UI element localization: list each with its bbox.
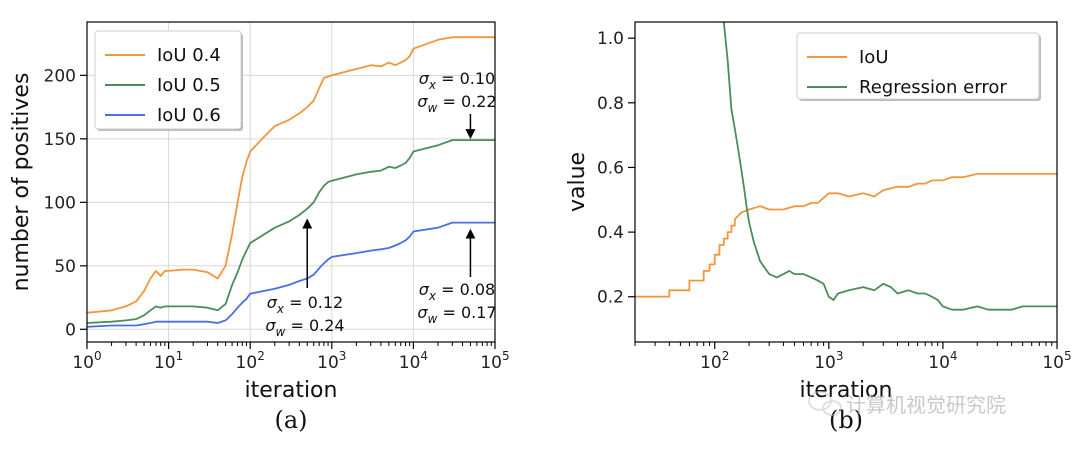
y-tick-label: 0.8 [597,94,624,114]
x-tick-label: 104 [928,349,957,373]
panel-a: 100 101 102 103 104 105 0 50 100 150 200 iteration n… [9,21,510,434]
annotation-sigma-x: σx = 0.08 [419,280,495,303]
wechat-icon [808,391,842,416]
annotation-sigma-x: σx = 0.10 [419,69,495,92]
y-tick-label: 0.2 [597,288,624,308]
x-tick-label: 102 [700,349,729,373]
x-tick-label: 105 [480,349,509,373]
y-tick-label: 200 [44,66,76,86]
y-tick-label: 0.4 [597,223,624,243]
panel-caption: (a) [274,406,307,434]
legend-label: Regression error [859,77,1007,98]
plot-frame [634,21,1058,343]
x-axis-label: iteration [800,378,893,403]
x-axis-label: iteration [245,378,338,403]
panel-b: 102 103 104 105 0.2 0.4 0.6 0.8 1.0 iteration valu… [565,21,1072,434]
panel-caption: (b) [829,406,863,434]
series-line-2 [87,139,495,324]
y-tick-label: 1.0 [597,29,624,49]
x-tick-label: 105 [1042,349,1071,373]
legend: IoU Regression error [796,32,1041,101]
legend-label: IoU 0.6 [157,105,221,126]
legend-label: IoU 0.5 [157,75,221,96]
legend-box [796,32,1040,100]
y-tick-label: 0.6 [597,158,624,178]
series-line-3 [87,221,495,328]
plot-frame [86,21,496,343]
series-line-2 [722,22,1057,311]
y-tick-label: 150 [44,130,76,150]
x-tick-label: 101 [154,349,183,373]
annotation-sigma-w: σw = 0.22 [417,92,496,115]
x-tick-label: 102 [236,349,265,373]
x-tick-label: 103 [317,349,346,373]
y-tick-label: 0 [65,320,76,340]
x-tick-label: 100 [72,349,101,373]
y-axis-label: value [565,152,590,212]
legend: IoU 0.4 IoU 0.5 IoU 0.6 [94,30,243,131]
series-line-1 [87,36,495,314]
watermark: 计算机视觉研究院 [808,391,1006,417]
y-tick-label: 100 [44,193,76,213]
annotation-sigma-w: σw = 0.17 [417,303,496,326]
series-line-1 [635,172,1057,298]
legend-label: IoU 0.4 [157,45,221,66]
annotation-sigma-x: σx = 0.12 [267,293,343,316]
y-tick-label: 50 [54,257,76,277]
watermark-text: 计算机视觉研究院 [846,393,1006,417]
y-axis-label: number of positives [9,73,34,292]
annotation-sigma-w: σw = 0.24 [265,316,344,339]
legend-label: IoU [859,47,889,68]
x-tick-label: 103 [814,349,843,373]
x-tick-label: 104 [399,349,428,373]
